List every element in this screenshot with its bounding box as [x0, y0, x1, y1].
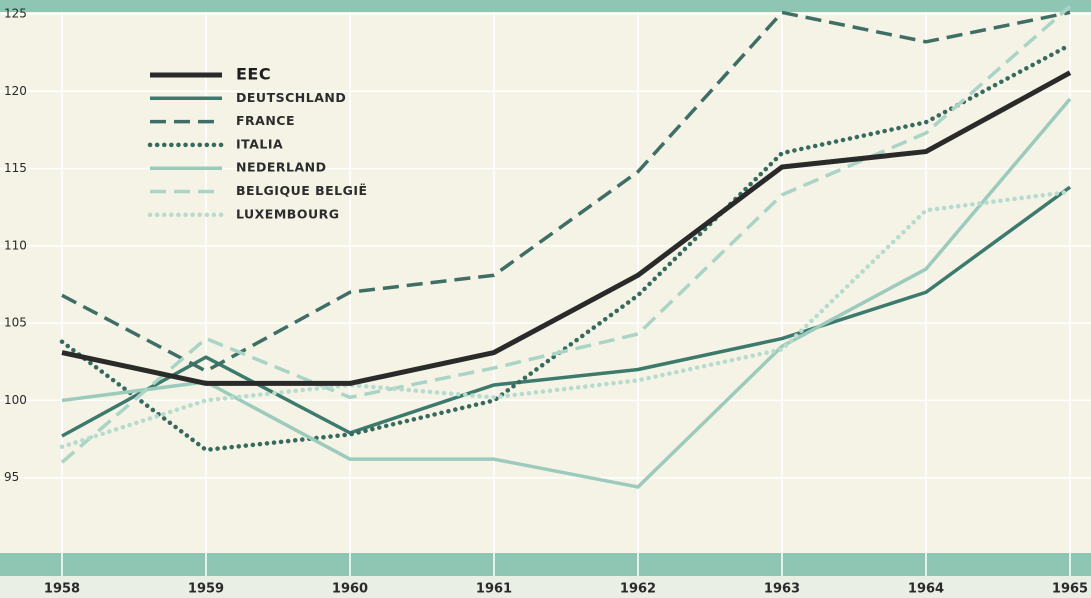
lines: [59, 4, 1073, 489]
legend-label: EEC: [236, 65, 271, 84]
legend-label: FRANCE: [236, 113, 295, 128]
series-line: [61, 10, 1071, 373]
legend-label: DEUTSCHLAND: [236, 90, 346, 105]
bottom-band: [0, 553, 1091, 576]
series-line: [60, 4, 1072, 464]
series-line: [61, 70, 1072, 386]
y-tick-label: 110: [4, 238, 27, 252]
legend-label: ITALIA: [236, 136, 283, 151]
plot-background: [0, 12, 1091, 553]
x-tick-label: 1962: [620, 582, 656, 597]
legend-label: NEDERLAND: [236, 160, 327, 175]
y-tick-label: 105: [4, 316, 27, 330]
x-tick-label: 1965: [1052, 582, 1088, 597]
y-tick-label: 100: [4, 393, 27, 407]
x-tick-label: 1963: [764, 582, 800, 597]
series-line: [59, 42, 1073, 453]
labels: 95 100 105 110 115 120 125 1958 1959 1960 1961 1962…: [4, 7, 1088, 597]
y-tick-label: 95: [4, 470, 19, 484]
series-line: [61, 97, 1072, 489]
x-tick-label: 1960: [332, 582, 368, 597]
x-tick-label: 1958: [44, 582, 80, 597]
top-band: [0, 0, 1091, 12]
y-tick-label: 120: [4, 84, 27, 98]
x-tick-label: 1961: [476, 582, 512, 597]
x-tick-label: 1964: [908, 582, 944, 597]
series-line: [61, 185, 1072, 438]
x-tick-label: 1959: [188, 582, 224, 597]
legend-label: LUXEMBOURG: [236, 206, 339, 221]
y-tick-label: 125: [4, 7, 27, 21]
y-tick-label: 115: [4, 161, 27, 175]
legend-label: BELGIQUE BELGIË: [236, 183, 368, 198]
legend: EEC DEUTSCHLAND FRANCE ITALIA NEDERLAND BELGI…: [147, 65, 368, 221]
series-line: [59, 189, 1073, 450]
